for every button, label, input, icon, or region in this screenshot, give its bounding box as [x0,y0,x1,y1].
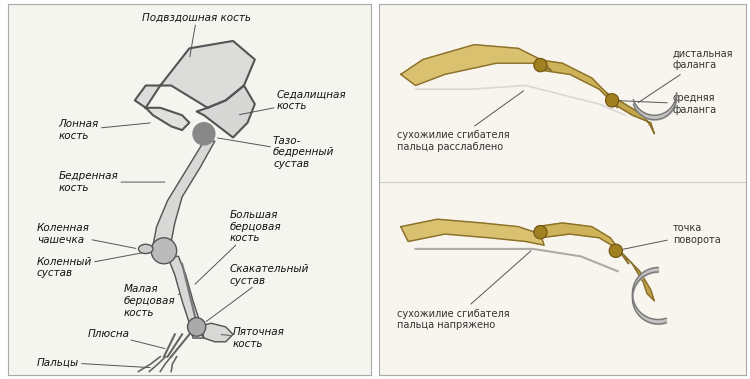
Polygon shape [537,223,628,264]
Circle shape [534,58,547,72]
Text: сухожилие сгибателя
пальца напряжено: сухожилие сгибателя пальца напряжено [398,251,531,330]
Polygon shape [400,45,551,86]
Polygon shape [537,60,618,108]
Text: Тазо-
бедренный
сустав: Тазо- бедренный сустав [217,136,334,169]
Polygon shape [146,108,189,130]
Text: Пяточная
кость: Пяточная кость [221,327,285,349]
Polygon shape [167,256,204,338]
Text: Седалищная
кость: Седалищная кость [239,89,346,115]
Polygon shape [135,41,255,108]
Text: средняя
фаланга: средняя фаланга [615,93,717,115]
Text: Лонная
кость: Лонная кость [58,119,150,141]
Text: сухожилие сгибателя
пальца расслаблено: сухожилие сгибателя пальца расслаблено [398,91,524,152]
Polygon shape [153,141,214,253]
Text: Коленная
чашечка: Коленная чашечка [37,223,136,248]
Text: Коленный
сустав: Коленный сустав [37,251,150,278]
Text: Подвздошная кость: Подвздошная кость [142,13,251,57]
Polygon shape [618,249,654,301]
Circle shape [193,123,214,145]
Circle shape [152,238,177,264]
Polygon shape [607,93,654,134]
Polygon shape [196,323,233,342]
Circle shape [534,226,547,239]
Text: точка
поворота: точка поворота [619,223,721,250]
Circle shape [605,94,619,107]
Polygon shape [400,219,544,245]
Ellipse shape [139,244,153,254]
Text: Бедренная
кость: Бедренная кость [58,171,165,193]
Text: Скакательный
сустав: Скакательный сустав [206,264,309,321]
Circle shape [188,318,206,336]
Text: Большая
берцовая
кость: Большая берцовая кость [195,210,281,284]
Circle shape [609,244,622,257]
Text: Малая
берцовая
кость: Малая берцовая кость [124,284,179,318]
Text: дистальная
фаланга: дистальная фаланга [638,49,734,103]
Polygon shape [196,86,255,138]
Text: Плюсна: Плюсна [88,329,165,349]
Text: Пальцы: Пальцы [37,357,150,368]
